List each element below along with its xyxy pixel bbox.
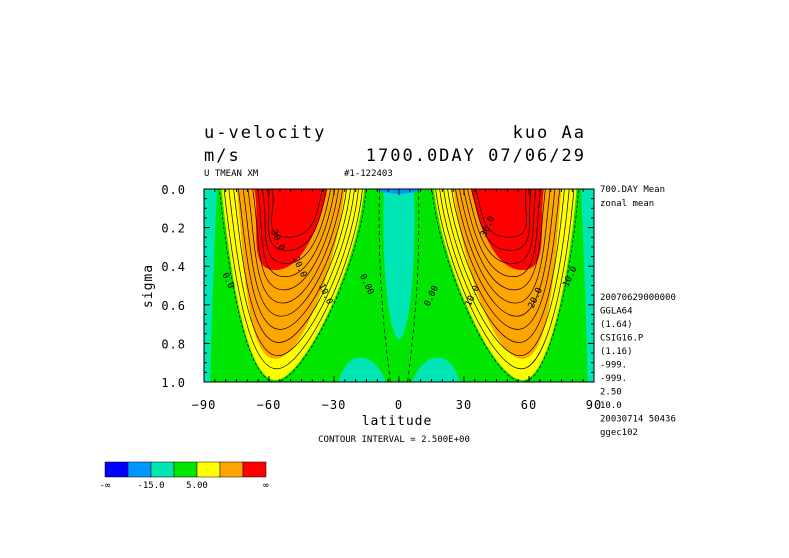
side-info-line: 20070629000000	[600, 293, 676, 303]
side-info-line: 20030714 50436	[600, 415, 676, 425]
side-info-top-2: zonal mean	[600, 199, 654, 209]
legend-label: ∞	[263, 481, 269, 491]
x-tick-label: −90	[192, 398, 217, 412]
contour-line	[475, 189, 527, 238]
y-tick-label: 1.0	[161, 376, 186, 390]
contour-bands	[204, 189, 594, 382]
polar-band-sh	[204, 189, 217, 382]
legend-swatch	[196, 461, 221, 478]
legend-swatch	[150, 461, 175, 478]
x-tick-label: 60	[521, 398, 537, 412]
contour-line	[228, 189, 359, 357]
x-tick-labels: −90 −60 −30 0 30 60 90	[192, 398, 602, 412]
side-info-line: -999.	[600, 374, 627, 384]
polar-band-nh	[581, 189, 594, 382]
x-tick-label: 0	[395, 398, 403, 412]
side-info-line: 2.50	[600, 388, 622, 398]
zero-contour-nh	[407, 189, 420, 382]
contour-field: 0.00 0.000.010.0 10.010.020.020.030.030.0	[204, 189, 594, 382]
legend-swatch	[104, 461, 129, 478]
legend-swatch	[242, 461, 267, 478]
chart-title: u-velocity	[204, 123, 326, 143]
side-info-line: (1.64)	[600, 320, 633, 330]
contour-line	[237, 189, 351, 330]
contour-line	[261, 189, 332, 264]
x-tick-label: −30	[322, 398, 347, 412]
contour-line	[467, 189, 537, 264]
variable-label: U TMEAN XM	[204, 169, 259, 179]
contour-line	[247, 189, 343, 304]
contour-interval: CONTOUR INTERVAL = 2.500E+00	[318, 435, 470, 445]
contour-line	[435, 189, 575, 370]
chart-date: 1700.0DAY 07/06/29	[366, 146, 586, 166]
legend-label: 5.00	[186, 481, 208, 491]
chart-units: m/s	[204, 146, 241, 166]
zero-contour-sh	[378, 189, 391, 382]
y-tick-label: 0.2	[161, 222, 186, 236]
axis-ticks	[203, 188, 595, 383]
contour-line	[256, 189, 335, 278]
y-tick-label: 0.6	[161, 299, 186, 313]
legend-swatch	[219, 461, 244, 478]
contour-line	[471, 189, 532, 251]
side-info-list: 20070629000000 GGLA64 (1.64) CSIG16.P (1.16)…	[600, 293, 676, 438]
side-info-line: (1.16)	[600, 347, 633, 357]
x-axis-label: latitude	[362, 414, 433, 429]
contour-line	[252, 189, 339, 291]
y-tick-labels: 0.0 0.2 0.4 0.6 0.8 1.0	[161, 183, 186, 390]
contour-lines	[219, 189, 580, 382]
side-info-line: CSIG16.P	[600, 334, 644, 344]
contour-line	[233, 189, 355, 343]
easterly-band	[383, 189, 415, 340]
side-info-line: ggec102	[600, 428, 638, 438]
y-tick-label: 0.4	[161, 260, 186, 274]
contour-line	[439, 189, 570, 357]
y-axis-label: sigma	[141, 264, 156, 308]
legend-label: -15.0	[137, 481, 164, 491]
surface-easterly-nh	[412, 357, 460, 382]
y-tick-label: 0.8	[161, 337, 186, 351]
contour-line	[443, 189, 565, 343]
side-info-line: GGLA64	[600, 307, 633, 317]
contour-line	[447, 189, 561, 330]
y-tick-label: 0.0	[161, 183, 186, 197]
run-id: #1-122403	[344, 169, 393, 179]
contour-line	[459, 189, 546, 291]
side-info-top-1: 700.DAY Mean	[600, 185, 665, 195]
side-info-line: -999.	[600, 361, 627, 371]
contour-line	[451, 189, 556, 317]
x-tick-label: 30	[456, 398, 472, 412]
x-tick-label: −60	[257, 398, 282, 412]
contour-line	[463, 189, 542, 278]
contour-line	[271, 189, 324, 238]
x-tick-label: 90	[586, 398, 602, 412]
contour-line	[223, 189, 363, 370]
side-info-line: 10.0	[600, 401, 622, 411]
surface-easterly-sh	[338, 357, 386, 382]
legend-swatch	[127, 461, 152, 478]
contour-line	[266, 189, 328, 251]
color-legend: -∞ -15.0 5.00 ∞	[100, 461, 269, 491]
chart-author: kuo Aa	[513, 123, 586, 143]
contour-line	[455, 189, 551, 304]
legend-swatch	[173, 461, 198, 478]
legend-label: -∞	[100, 481, 111, 491]
contour-line	[242, 189, 347, 317]
